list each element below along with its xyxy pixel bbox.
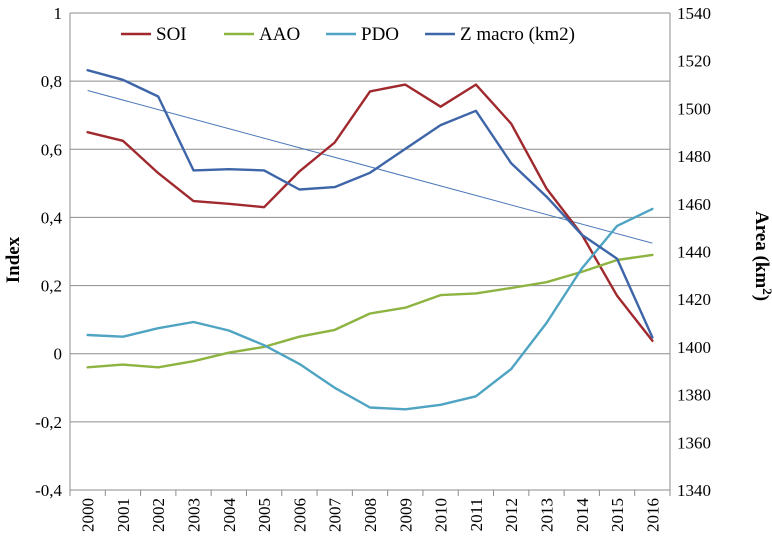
- legend-label: Z macro (km2): [460, 24, 575, 45]
- x-tick-label: 2014: [573, 498, 592, 533]
- x-tick-label: 2011: [467, 498, 486, 531]
- y-tick-label-left: 0,8: [41, 72, 62, 91]
- x-tick-label: 2004: [220, 498, 239, 533]
- y-axis-right-title-sup: 2: [760, 288, 772, 295]
- series-line-z-macro-km2: [86, 68, 654, 339]
- x-tick-label: 2015: [608, 498, 627, 532]
- x-tick-label: 2013: [537, 498, 556, 532]
- y-tick-label-right: 1420: [677, 290, 711, 309]
- y-axis-left-ticks: -0,4 -0,2 0 0,2 0,4 0,6 0,8 1: [35, 4, 62, 500]
- legend-label: AAO: [259, 24, 300, 45]
- y-axis-right-title-end: ): [751, 295, 772, 301]
- x-tick-label: 2002: [149, 498, 168, 532]
- y-axis-right-title: Area (km2): [751, 211, 772, 301]
- y-axis-right-title-main: Area (km: [751, 211, 772, 288]
- y-tick-label-left: 1: [54, 4, 63, 23]
- legend-label: SOI: [156, 24, 187, 45]
- y-tick-label-right: 1480: [677, 147, 711, 166]
- x-tick-label: 2008: [361, 498, 380, 532]
- axes: [69, 13, 671, 496]
- y-tick-label-right: 1440: [677, 243, 711, 262]
- grid: [70, 12, 670, 423]
- x-axis-ticks: 2000 2001 2002 2003 2004 2005 2006 2007 2008 2009…: [79, 498, 663, 533]
- y-tick-label-left: 0,4: [41, 208, 63, 227]
- x-tick-label: 2001: [114, 498, 133, 532]
- legend-item: AAO: [224, 24, 300, 45]
- x-tick-label: 2016: [643, 498, 662, 532]
- y-tick-label-left: 0,6: [41, 140, 62, 159]
- legend-item: Z macro (km2): [425, 24, 575, 45]
- y-tick-label-right: 1400: [677, 338, 711, 357]
- series-line-soi: [86, 83, 654, 342]
- y-tick-label-left: 0,2: [41, 277, 62, 296]
- y-tick-label-right: 1520: [677, 52, 711, 71]
- y-tick-label-right: 1360: [677, 433, 711, 452]
- y-tick-label-right: 1460: [677, 195, 711, 214]
- y-tick-label-right: 1500: [677, 99, 711, 118]
- legend: SOI AAO PDO Z macro (km2): [121, 24, 575, 45]
- y-axis-right-ticks: 1340 1360 1380 1400 1420 1440 1460 1480 1500 1520…: [677, 4, 711, 500]
- y-tick-label-left: -0,4: [35, 481, 62, 500]
- legend-label: PDO: [361, 24, 399, 45]
- y-tick-label-right: 1540: [677, 4, 711, 23]
- series-line-aao: [86, 253, 654, 369]
- y-tick-label-left: -0,2: [35, 413, 62, 432]
- x-tick-label: 2000: [79, 498, 98, 532]
- y-tick-label-right: 1380: [677, 386, 711, 405]
- x-tick-label: 2005: [255, 498, 274, 532]
- series-line-pdo: [86, 207, 654, 411]
- legend-item: PDO: [326, 24, 399, 45]
- x-tick-label: 2012: [502, 498, 521, 532]
- y-tick-label-left: 0: [54, 345, 63, 364]
- y-tick-label-right: 1340: [677, 481, 711, 500]
- series-lines: [86, 68, 654, 411]
- x-tick-label: 2007: [326, 498, 345, 533]
- x-tick-label: 2006: [290, 498, 309, 532]
- x-tick-label: 2003: [185, 498, 204, 532]
- x-tick-label: 2009: [396, 498, 415, 532]
- trendline-z-macro: [87, 90, 653, 244]
- x-tick-label: 2010: [432, 498, 451, 532]
- y-axis-left-title: Index: [3, 236, 24, 283]
- legend-item: SOI: [121, 24, 187, 45]
